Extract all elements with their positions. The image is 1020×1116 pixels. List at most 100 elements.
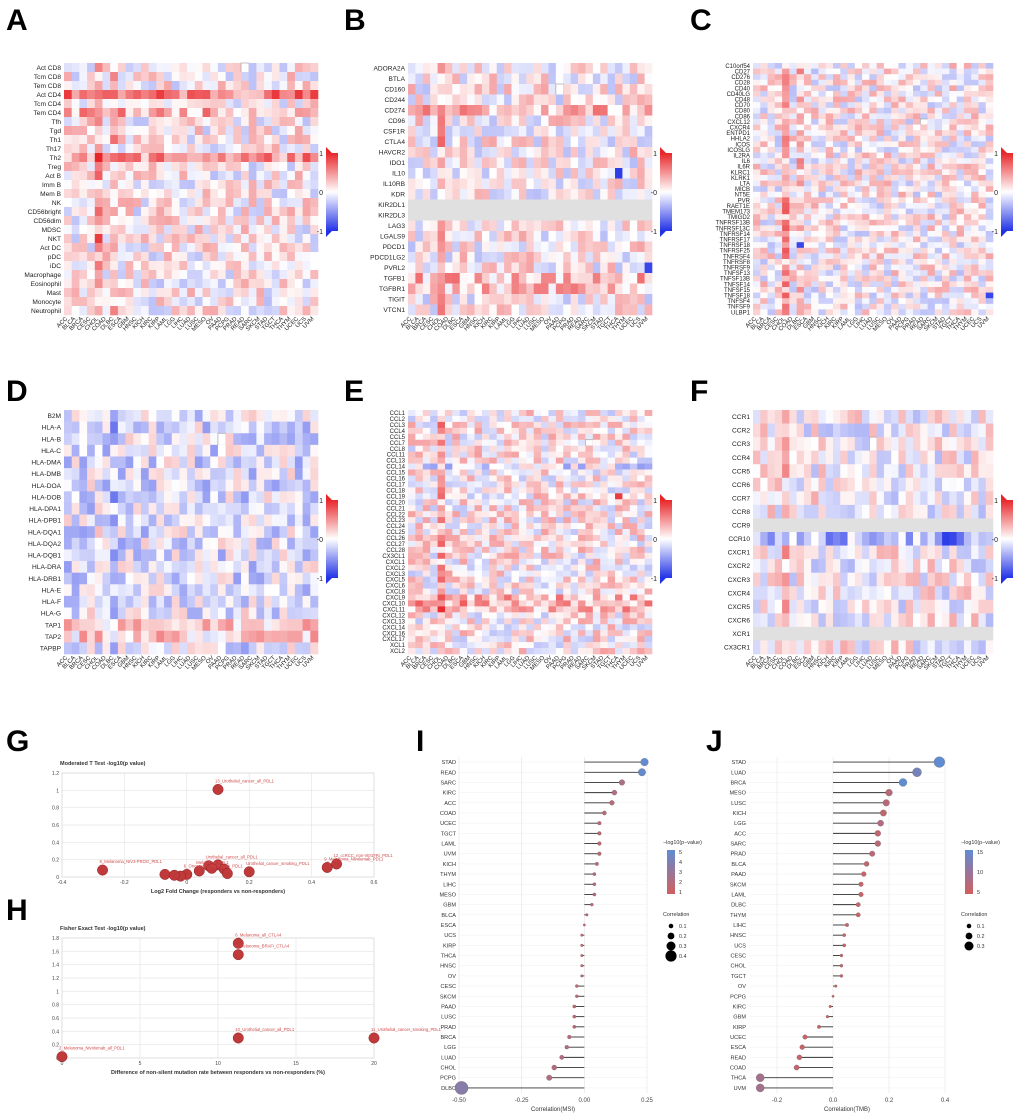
- heatmap-cell: [811, 91, 819, 97]
- heatmap-cell: [985, 186, 994, 193]
- heatmap-cell: [644, 534, 653, 542]
- heatmap-cell: [102, 261, 111, 271]
- heatmap-cell: [415, 415, 424, 423]
- heatmap-cell: [241, 216, 250, 226]
- heatmap-cell: [644, 105, 653, 116]
- heatmap-cell: [467, 415, 475, 423]
- heatmap-cell: [171, 108, 180, 118]
- heatmap-cell: [302, 252, 311, 262]
- heatmap-cell: [985, 152, 994, 159]
- heatmap-cell: [869, 197, 877, 204]
- heatmap-cell: [876, 102, 885, 109]
- heatmap-cell: [148, 549, 157, 562]
- heatmap-cell: [563, 231, 571, 242]
- heatmap-cell: [287, 433, 296, 446]
- heatmap-cell: [637, 94, 645, 106]
- heatmap-cell: [194, 207, 203, 217]
- heatmap-cell: [913, 152, 921, 159]
- heatmap-cell: [422, 252, 431, 263]
- heatmap-cell: [913, 197, 921, 204]
- heatmap-cell: [818, 259, 827, 265]
- heatmap-cell: [555, 241, 564, 253]
- heatmap-cell: [949, 113, 957, 120]
- heatmap-cell: [592, 199, 601, 211]
- heatmap-cell: [563, 220, 571, 232]
- heatmap-cell: [287, 421, 296, 434]
- heatmap-cell: [862, 169, 870, 176]
- heatmap-cell: [963, 225, 972, 232]
- heatmap-cell: [913, 63, 921, 69]
- heatmap-cell: [459, 439, 468, 447]
- heatmap-cell: [971, 303, 979, 310]
- heatmap-cell: [489, 421, 498, 429]
- heatmap-cell: [578, 241, 586, 253]
- heatmap-cell: [474, 469, 483, 476]
- heatmap-cell: [753, 169, 761, 176]
- heatmap-cell: [833, 231, 841, 237]
- heatmap-cell: [171, 630, 180, 643]
- heatmap-cell: [264, 549, 273, 562]
- heatmap-cell: [891, 186, 899, 193]
- heatmap-cell: [760, 191, 768, 198]
- heatmap-cell: [489, 231, 498, 242]
- heatmap-cell: [818, 163, 827, 170]
- heatmap-cell: [774, 175, 783, 181]
- heatmap-cell: [563, 294, 571, 305]
- heatmap-cell: [202, 410, 211, 422]
- heatmap-cell: [87, 135, 96, 145]
- heatmap-cell: [194, 90, 203, 100]
- heatmap-cell: [985, 281, 994, 288]
- heatmap-cell: [782, 287, 790, 293]
- heatmap-cell: [444, 469, 453, 476]
- heatmap-cell: [796, 186, 805, 193]
- row-label: Th17: [46, 146, 61, 153]
- heatmap-cell: [511, 189, 520, 200]
- heatmap-cell: [287, 595, 296, 608]
- heatmap-cell: [452, 487, 461, 494]
- heatmap-cell: [789, 309, 797, 316]
- heatmap-cell: [949, 287, 957, 293]
- heatmap-cell: [592, 147, 601, 158]
- heatmap-cell: [949, 135, 957, 142]
- heatmap-cell: [408, 439, 416, 447]
- heatmap-cell: [71, 642, 80, 655]
- heatmap-cell: [110, 81, 119, 91]
- heatmap-cell: [125, 72, 134, 82]
- heatmap-cell: [233, 607, 242, 620]
- heatmap-cell: [156, 81, 165, 91]
- heatmap-cell: [927, 175, 936, 181]
- heatmap-cell: [102, 572, 111, 585]
- heatmap-cell: [629, 241, 638, 253]
- heatmap-cell: [796, 253, 805, 260]
- heatmap-cell: [629, 445, 638, 452]
- heatmap-cell: [71, 526, 80, 539]
- heatmap-cell: [430, 178, 438, 190]
- heatmap-cell: [217, 630, 226, 643]
- heatmap-cell: [241, 117, 250, 127]
- heatmap-cell: [913, 96, 921, 103]
- heatmap-cell: [279, 421, 288, 434]
- heatmap-cell: [548, 427, 557, 435]
- heatmap-cell: [767, 203, 776, 209]
- heatmap-cell: [615, 463, 623, 470]
- heatmap-cell: [825, 180, 834, 187]
- heatmap-cell: [600, 157, 608, 169]
- heatmap-cell: [94, 126, 103, 136]
- heatmap-cell: [117, 306, 126, 316]
- heatmap-cell: [64, 189, 72, 199]
- heatmap-cell: [187, 234, 196, 244]
- heatmap-cell: [194, 297, 203, 307]
- heatmap-cell: [504, 469, 512, 476]
- heatmap-cell: [408, 463, 416, 470]
- heatmap-cell: [233, 619, 242, 632]
- heatmap-cell: [563, 469, 571, 476]
- heatmap-cell: [94, 410, 103, 422]
- heatmap-cell: [592, 84, 601, 95]
- heatmap-cell: [927, 158, 936, 165]
- heatmap-cell: [985, 68, 994, 75]
- heatmap-cell: [94, 171, 103, 181]
- heatmap-cell: [171, 252, 180, 262]
- heatmap-cell: [811, 113, 819, 120]
- heatmap-cell: [862, 175, 870, 181]
- heatmap-cell: [264, 561, 273, 573]
